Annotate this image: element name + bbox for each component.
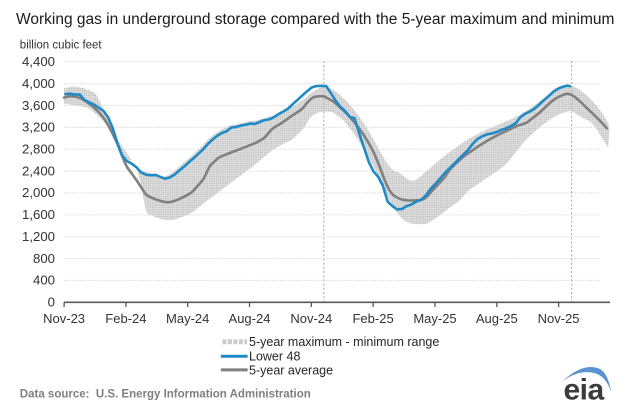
svg-text:4,000: 4,000: [22, 76, 55, 91]
svg-text:Aug-25: Aug-25: [476, 311, 518, 326]
svg-text:3,600: 3,600: [22, 98, 55, 113]
svg-text:2,800: 2,800: [22, 142, 55, 157]
svg-text:May-24: May-24: [166, 311, 209, 326]
svg-text:2,000: 2,000: [22, 185, 55, 200]
svg-text:Working gas in underground sto: Working gas in underground storage compa…: [16, 11, 614, 28]
svg-text:1,200: 1,200: [22, 229, 55, 244]
svg-text:Data source: U.S. Energy Info: Data source: U.S. Energy Information Adm…: [20, 388, 311, 400]
svg-text:5-year average: 5-year average: [249, 363, 333, 377]
svg-text:Nov-25: Nov-25: [538, 311, 580, 326]
svg-text:Feb-25: Feb-25: [352, 311, 393, 326]
svg-text:400: 400: [33, 273, 55, 288]
svg-text:3,200: 3,200: [22, 120, 55, 135]
svg-text:eia: eia: [564, 374, 605, 407]
svg-text:5-year maximum - minimum range: 5-year maximum - minimum range: [249, 335, 439, 349]
svg-text:0: 0: [48, 295, 55, 310]
svg-text:Aug-24: Aug-24: [229, 311, 271, 326]
svg-text:billion cubic feet: billion cubic feet: [20, 40, 103, 52]
svg-text:2,400: 2,400: [22, 163, 55, 178]
svg-text:Feb-24: Feb-24: [105, 311, 146, 326]
svg-text:800: 800: [33, 251, 55, 266]
svg-text:Nov-24: Nov-24: [290, 311, 332, 326]
svg-text:1,600: 1,600: [22, 207, 55, 222]
svg-text:4,400: 4,400: [22, 54, 55, 69]
svg-text:Nov-23: Nov-23: [43, 311, 85, 326]
svg-text:May-25: May-25: [413, 311, 456, 326]
svg-text:Lower 48: Lower 48: [249, 350, 300, 364]
